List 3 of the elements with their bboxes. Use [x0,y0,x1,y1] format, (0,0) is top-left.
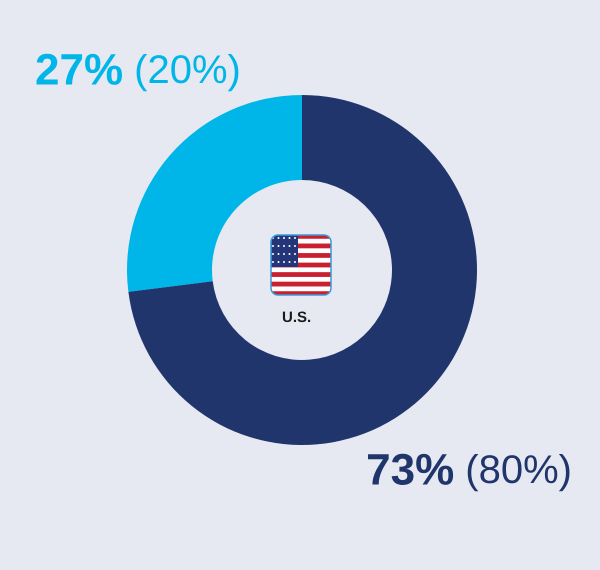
data-label: 73% (80%) [366,446,572,494]
text: U.S. [282,309,312,326]
data-label: 27% (20%) [35,46,241,94]
